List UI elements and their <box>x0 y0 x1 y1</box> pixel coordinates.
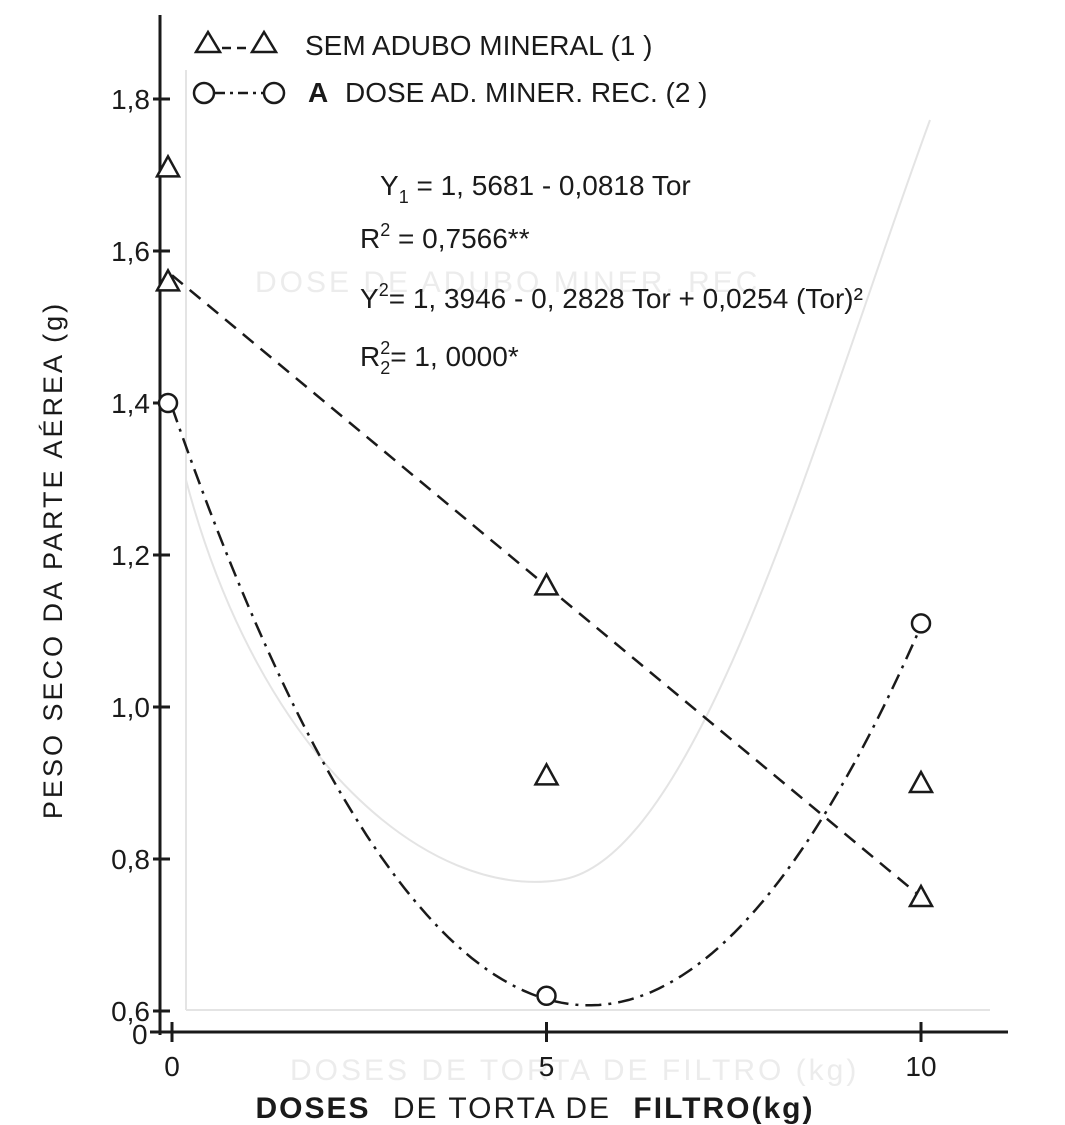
y-tick-label: 1,6 <box>111 236 150 267</box>
regression-equation-1: Y1 = 1, 5681 - 0,0818 Tor <box>380 170 691 207</box>
legend-circle-icon <box>262 81 286 105</box>
x-tick-label: 0 <box>164 1051 180 1082</box>
triangle-data-point <box>154 267 182 292</box>
triangle-data-point <box>907 883 935 908</box>
legend-prefix-series-2: A <box>308 77 328 108</box>
x-axis-title-bold: DOSES <box>256 1092 371 1125</box>
circle-data-point <box>910 613 932 634</box>
legend-item-series-1: SEM ADUBO MINERAL (1 ) <box>193 29 652 61</box>
y-tick-label: 1,4 <box>111 388 150 419</box>
y-ticks: 0,6 0,8 1,0 1,2 1,4 1,6 1,8 <box>111 84 170 1027</box>
y-tick-label: 0,8 <box>111 844 150 875</box>
legend-label-series-1: SEM ADUBO MINERAL (1 ) <box>305 30 652 61</box>
x-axis-title-middle: DE TORTA DE <box>393 1092 611 1125</box>
triangle-data-point <box>154 153 182 178</box>
legend-triangle-icon <box>193 29 223 54</box>
legend: SEM ADUBO MINERAL (1 ) A DOSE AD. MINER.… <box>192 29 708 108</box>
legend-item-series-2: A DOSE AD. MINER. REC. (2 ) <box>192 77 708 108</box>
fit-lines <box>170 274 923 1007</box>
x-axis-title: DOSES DE TORTA DE FILTRO(kg) <box>256 1092 815 1125</box>
x-axis-title-unit: FILTRO(kg) <box>633 1092 814 1125</box>
series-2-fit-curve <box>170 406 923 1007</box>
regression-equation-2: R2 = 0,7566** <box>360 220 530 254</box>
y-axis-title: PESO SECO DA PARTE AÉREA (g) <box>38 301 68 819</box>
y-tick-label: 0,6 <box>111 996 150 1027</box>
bleed-through-shadow: DOSE DE ADUBO MINER. REC. DOSES DE TORTA… <box>185 70 990 1087</box>
regression-equations: Y1 = 1, 5681 - 0,0818 Tor R2 = 0,7566** Y2… <box>360 170 863 378</box>
triangle-data-point <box>533 761 560 786</box>
y-tick-label: 1,0 <box>111 692 150 723</box>
y-tick-label: 1,8 <box>111 84 150 115</box>
regression-equation-3: Y2= 1, 3946 - 0, 2828 Tor + 0,0254 (Tor)… <box>360 280 863 314</box>
x-ticks: 0 5 10 <box>164 1022 937 1082</box>
y-tick-label: 1,2 <box>111 540 150 571</box>
y-origin-label: 0 <box>132 1019 148 1050</box>
triangle-data-point <box>533 571 560 596</box>
x-tick-label: 5 <box>539 1051 555 1082</box>
data-points <box>154 153 935 1007</box>
svg-text:DOSES DE TORTA DE FILTRO (kg): DOSES DE TORTA DE FILTRO (kg) <box>290 1054 859 1087</box>
legend-circle-icon <box>192 81 216 105</box>
legend-triangle-icon <box>249 29 279 54</box>
circle-data-point <box>157 392 179 414</box>
x-tick-label: 10 <box>905 1051 936 1082</box>
legend-label-series-2: DOSE AD. MINER. REC. (2 ) <box>345 77 708 108</box>
axes: 0,6 0,8 1,0 1,2 1,4 1,6 1,8 0 5 10 0 <box>111 15 1008 1082</box>
triangle-data-point <box>907 769 935 794</box>
svg-text:DOSE DE ADUBO MINER. REC.: DOSE DE ADUBO MINER. REC. <box>255 266 772 299</box>
circle-data-point <box>536 985 557 1007</box>
regression-equation-4: R2 2= 1, 0000* <box>360 338 519 378</box>
